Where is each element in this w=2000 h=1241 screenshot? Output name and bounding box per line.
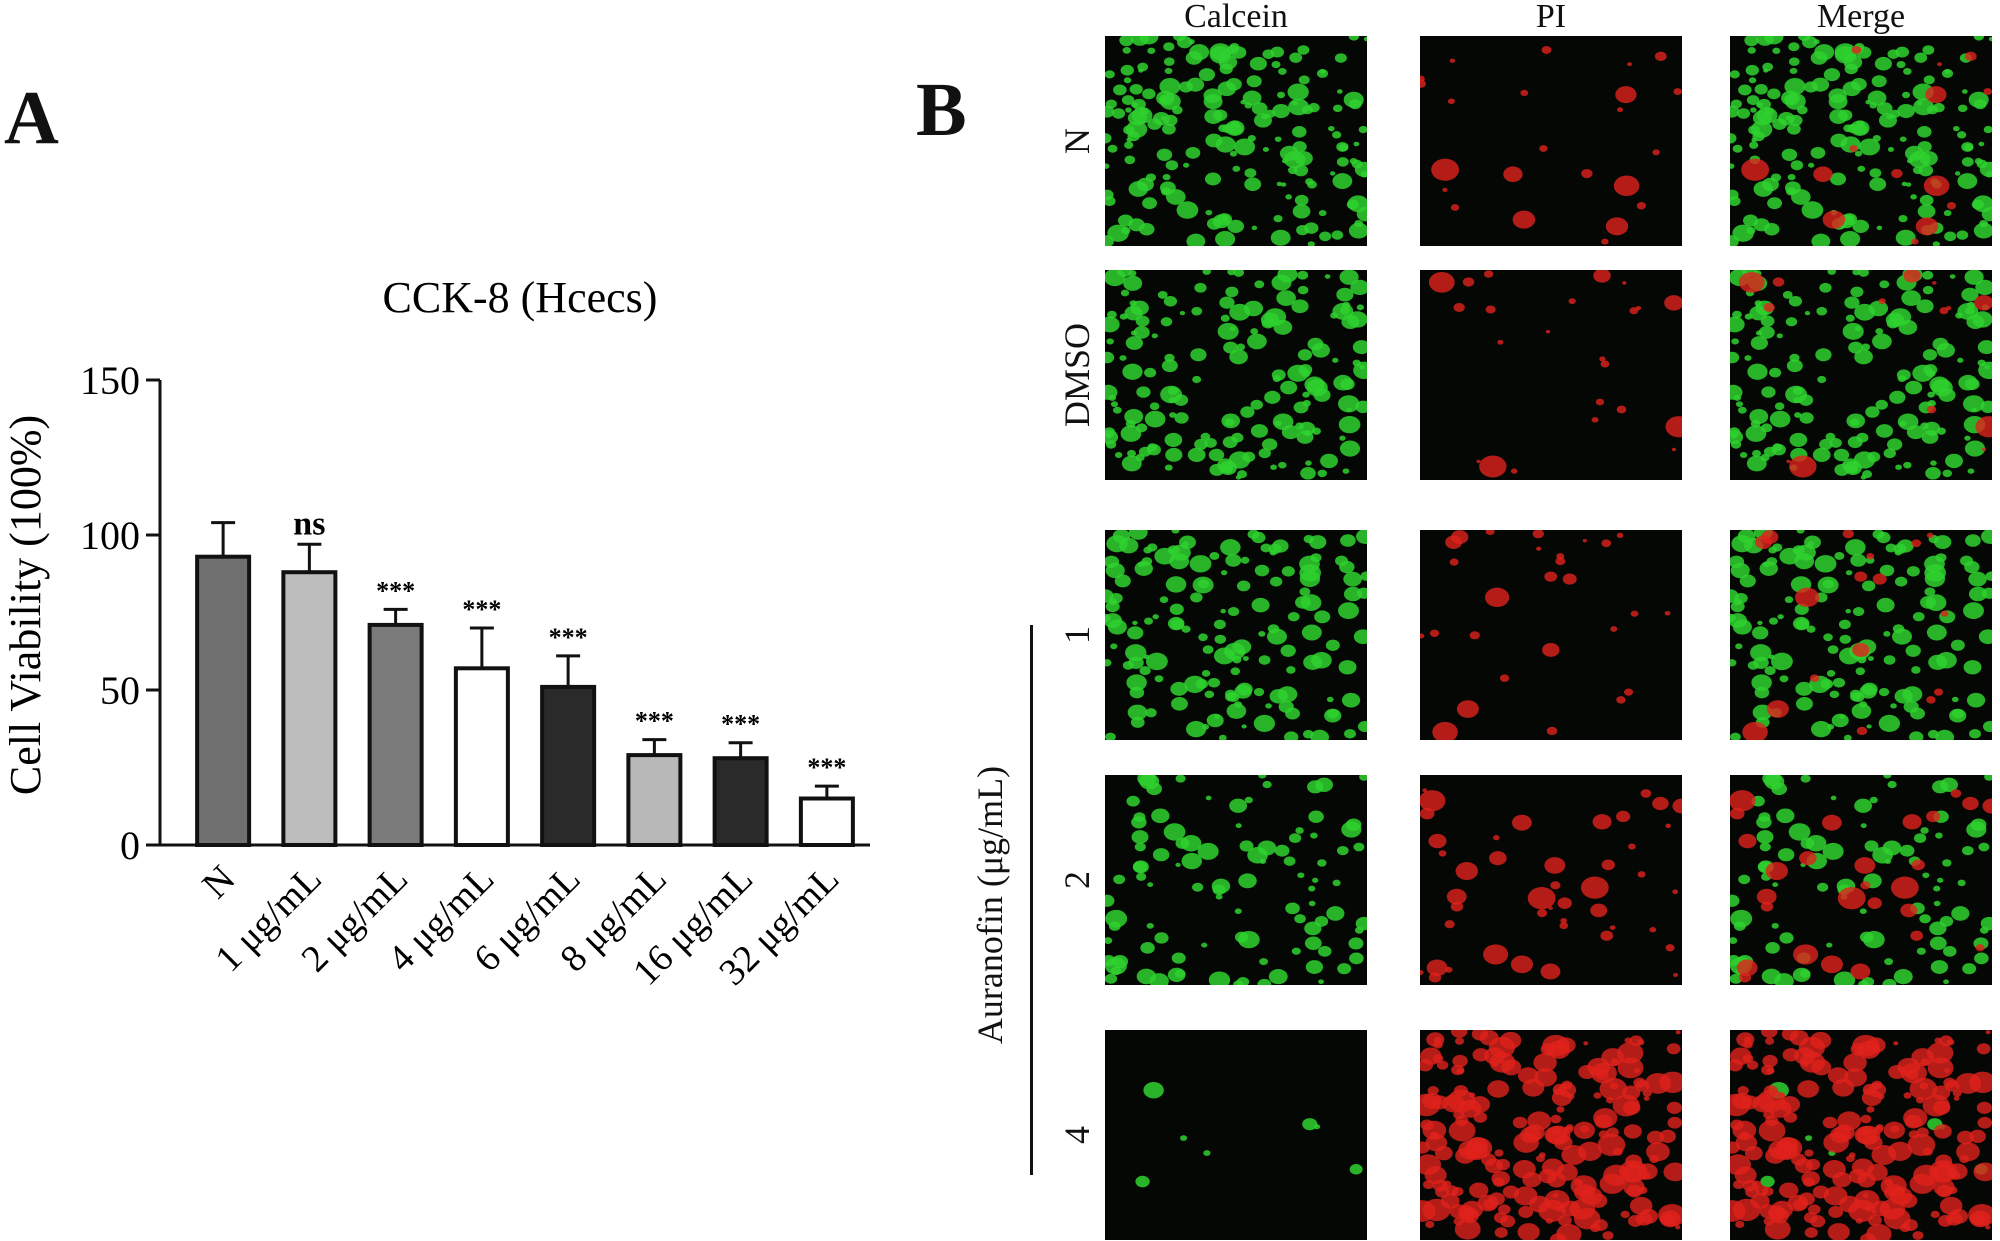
micrograph-calcein-1 xyxy=(1105,530,1367,740)
bar xyxy=(798,796,855,847)
bar xyxy=(540,684,597,848)
x-tick-label: N xyxy=(194,858,243,907)
y-tick-label: 0 xyxy=(120,823,140,868)
column-header-calcein: Calcein xyxy=(1184,0,1288,35)
significance-label: *** xyxy=(376,576,415,605)
panel-a-letter: A xyxy=(4,76,59,160)
y-tick-label: 100 xyxy=(80,513,140,558)
micrograph-calcein-4 xyxy=(1105,1030,1367,1240)
micrograph-pi-dmso xyxy=(1420,270,1682,480)
row-label-n: N xyxy=(1057,128,1097,154)
micrograph-merge-dmso xyxy=(1730,270,1992,480)
micrograph-calcein-n xyxy=(1105,36,1367,246)
group-label-auranofin: Auranofin (μg/mL) xyxy=(970,765,1010,1045)
column-header-merge: Merge xyxy=(1816,0,1906,35)
significance-label: ns xyxy=(293,505,325,542)
micrograph-pi-n xyxy=(1420,36,1682,246)
y-axis-label: Cell Viability (100%) xyxy=(1,415,50,795)
significance-label: *** xyxy=(549,623,588,652)
bar xyxy=(453,666,510,847)
micrograph-pi-2 xyxy=(1420,775,1682,985)
bar-chart: CCK-8 (Hcecs) Cell Viability (100%) 0 50 1… xyxy=(1,273,870,994)
significance-label: *** xyxy=(635,707,674,736)
micrograph-merge-n xyxy=(1730,36,1992,246)
row-label-1: 1 xyxy=(1057,626,1097,644)
micrograph-pi-4 xyxy=(1420,1030,1682,1240)
micrograph-merge-1 xyxy=(1730,530,1992,740)
group-bracket-line xyxy=(1030,625,1033,1175)
significance-label: *** xyxy=(807,753,846,782)
micrograph-merge-4 xyxy=(1730,1030,1992,1240)
micrograph-calcein-dmso xyxy=(1105,270,1367,480)
row-label-2: 2 xyxy=(1057,871,1097,889)
significance-label: *** xyxy=(721,710,760,739)
y-tick-label: 150 xyxy=(80,358,140,403)
row-label-4: 4 xyxy=(1057,1126,1097,1144)
bar xyxy=(367,622,424,848)
y-tick-label: 50 xyxy=(100,668,140,713)
column-header-pi: PI xyxy=(1535,0,1567,35)
bar xyxy=(626,753,683,847)
significance-label: *** xyxy=(462,595,501,624)
micrograph-merge-2 xyxy=(1730,775,1992,985)
bar xyxy=(712,756,769,848)
micrograph-calcein-2 xyxy=(1105,775,1367,985)
panel-b-letter: B xyxy=(916,68,967,152)
chart-title: CCK-8 (Hcecs) xyxy=(383,273,658,322)
bar xyxy=(195,554,252,847)
row-label-dmso: DMSO xyxy=(1057,322,1097,428)
micrograph-pi-1 xyxy=(1420,530,1682,740)
bar xyxy=(281,570,338,847)
